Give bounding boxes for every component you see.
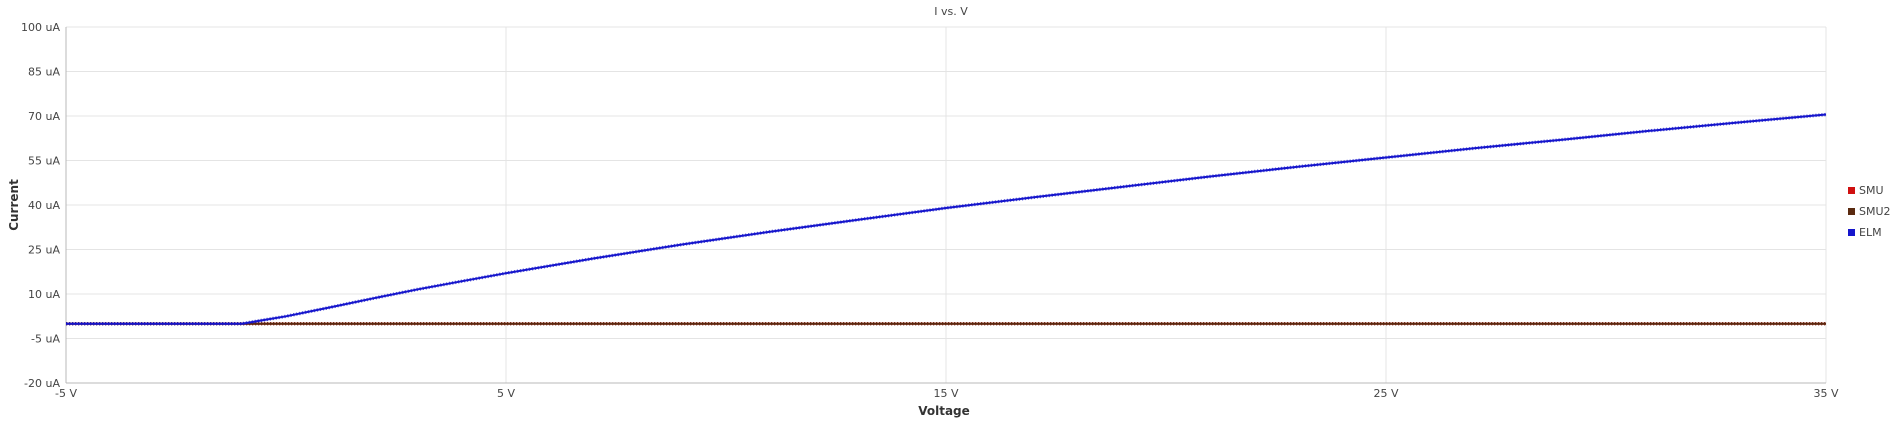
legend-swatch <box>1848 187 1855 194</box>
tick-labels: -20 uA -5 uA 10 uA 25 uA 40 uA 55 uA 70 uA 85 u… <box>21 21 1839 400</box>
y-tick-label: -5 uA <box>31 333 60 346</box>
y-tick-label: 40 uA <box>28 199 60 212</box>
x-tick-label: -5 V <box>55 387 77 400</box>
legend-item: SMU2 <box>1848 205 1891 218</box>
y-tick-label: 25 uA <box>28 244 60 257</box>
x-axis-title: Voltage <box>918 404 970 418</box>
series-elm <box>66 112 1827 326</box>
grid-lines <box>65 26 1827 384</box>
legend-swatch <box>1848 229 1855 236</box>
legend-label: ELM <box>1859 226 1882 239</box>
legend-label: SMU2 <box>1859 205 1891 218</box>
x-tick-label: 5 V <box>497 387 515 400</box>
legend-item: SMU <box>1848 184 1884 197</box>
y-tick-label: 85 uA <box>28 66 60 79</box>
y-tick-label: 100 uA <box>21 21 60 34</box>
x-tick-label: 15 V <box>933 387 958 400</box>
y-tick-label: 70 uA <box>28 110 60 123</box>
y-tick-label: 55 uA <box>28 155 60 168</box>
legend-swatch <box>1848 208 1855 215</box>
y-tick-label: 10 uA <box>28 288 60 301</box>
x-tick-label: 35 V <box>1813 387 1838 400</box>
y-axis-title: Current <box>7 179 21 231</box>
series-line <box>66 113 1827 325</box>
legend-label: SMU <box>1859 184 1884 197</box>
y-tick-label: -20 uA <box>24 377 60 390</box>
legend-item: ELM <box>1848 226 1882 239</box>
x-tick-label: 25 V <box>1373 387 1398 400</box>
legend: SMU SMU2 ELM <box>1848 184 1891 239</box>
chart-title: I vs. V <box>934 5 968 18</box>
series-layer <box>66 112 1827 326</box>
